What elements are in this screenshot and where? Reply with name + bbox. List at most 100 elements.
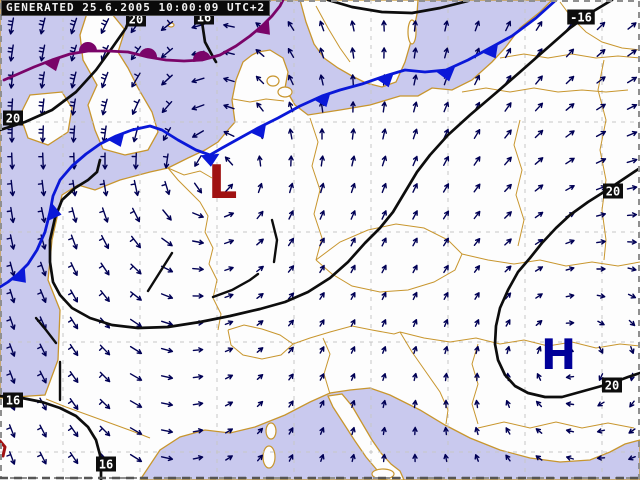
wind-barb <box>381 291 387 301</box>
wind-barb <box>287 265 295 273</box>
wind-barb <box>192 428 204 434</box>
country-border <box>167 167 213 179</box>
wind-barb <box>6 451 16 465</box>
wind-barb <box>412 237 418 247</box>
wind-barb <box>350 210 356 220</box>
wind-barb <box>38 152 46 170</box>
wind-barb <box>68 316 79 330</box>
wind-barb <box>350 155 356 167</box>
wind-barb <box>98 262 110 276</box>
contour-label-box <box>96 456 116 472</box>
wind-barb <box>288 319 294 327</box>
wind-barb <box>566 347 574 353</box>
wind-barb <box>595 158 607 164</box>
wind-barb <box>381 20 387 32</box>
wind-barb <box>627 266 637 272</box>
wind-barb <box>319 319 325 327</box>
wind-barb <box>6 261 16 277</box>
wind-barb <box>161 180 171 196</box>
wind-barb <box>350 20 356 32</box>
country-border <box>597 59 607 261</box>
wind-barb <box>505 345 511 355</box>
contour-label: 20 <box>605 379 619 393</box>
cold-front-triangle <box>375 72 394 88</box>
wind-barb <box>192 374 204 380</box>
contour-label: 20 <box>6 112 20 126</box>
wind-barb <box>162 209 172 221</box>
wind-barb <box>412 399 418 409</box>
wind-barb <box>565 130 575 138</box>
wind-barb <box>68 289 78 303</box>
wind-barb <box>192 239 204 245</box>
wind-barb <box>7 152 15 170</box>
wind-barb <box>474 20 480 32</box>
wind-barb <box>192 293 204 299</box>
wind-barb <box>535 400 543 408</box>
wind-barb <box>192 401 204 407</box>
wind-barb <box>596 428 606 434</box>
wind-barb <box>288 210 294 220</box>
wind-barb <box>381 210 387 220</box>
isoline-iso-20-high <box>493 166 640 399</box>
wind-barb <box>129 427 143 435</box>
wind-barb <box>160 19 174 31</box>
wind-barb <box>598 346 604 354</box>
wind-barb <box>160 347 174 354</box>
wind-barb <box>474 319 480 327</box>
wind-barb <box>225 428 233 434</box>
wind-barb <box>287 237 295 247</box>
wind-barb <box>412 183 418 193</box>
contour-label: 20 <box>129 13 143 27</box>
wind-barb <box>443 319 449 327</box>
wind-barb <box>100 71 109 89</box>
wind-barb <box>381 47 387 59</box>
wind-barb <box>6 343 16 357</box>
wind-barb <box>504 265 512 273</box>
wind-barb <box>535 428 543 434</box>
wind-barb <box>319 346 325 354</box>
wind-barb <box>7 71 15 89</box>
wind-barb <box>565 374 575 380</box>
contour-label-box <box>3 110 23 126</box>
wind-barb <box>161 73 173 86</box>
wind-barb <box>319 454 325 462</box>
wind-barb <box>100 152 108 170</box>
wind-barb <box>225 455 233 461</box>
wind-barb <box>595 130 607 138</box>
trough-line <box>270 218 279 264</box>
wind-barb <box>160 401 174 407</box>
island <box>277 86 293 98</box>
wind-barb <box>412 319 418 327</box>
contour-label: 16 <box>99 458 113 472</box>
wind-barb <box>319 427 325 435</box>
wind-barb <box>319 155 325 167</box>
wind-barb <box>412 20 418 32</box>
wind-barb <box>224 347 234 353</box>
wind-barb <box>257 182 263 194</box>
wind-barb <box>129 373 143 381</box>
wind-barb <box>534 266 544 272</box>
cold-front-triangle <box>47 202 62 222</box>
trough-line <box>34 316 58 345</box>
wind-barb <box>192 130 204 138</box>
country-border <box>227 324 294 360</box>
wind-barb <box>191 104 205 111</box>
wind-barb <box>565 185 575 191</box>
wind-barb <box>287 292 295 300</box>
wind-barb <box>288 155 294 167</box>
wind-barb <box>193 182 203 194</box>
wind-barb <box>6 370 16 384</box>
wind-barb <box>288 346 294 354</box>
wind-barb <box>37 397 47 411</box>
cold-front-triangle <box>312 92 331 107</box>
wind-barb <box>443 426 449 436</box>
wind-barb <box>597 401 605 407</box>
wind-barb <box>7 17 15 35</box>
wind-barb <box>68 262 78 276</box>
wind-barb <box>224 401 234 407</box>
wind-barb <box>6 234 16 250</box>
wind-barb <box>350 237 356 247</box>
wind-barb <box>98 371 111 383</box>
wind-barb <box>350 101 356 113</box>
wind-barb <box>412 47 418 59</box>
